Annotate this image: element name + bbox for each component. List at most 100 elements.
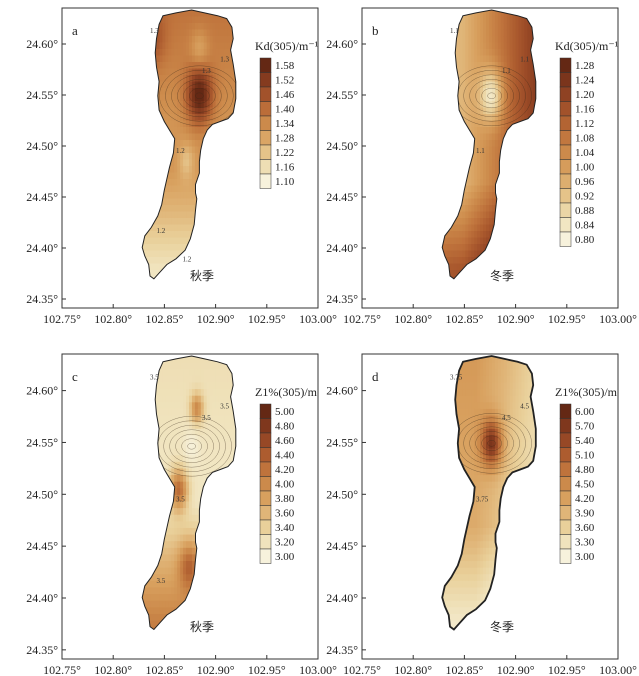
- contour-label: 3.5: [220, 402, 229, 410]
- panel-label: a: [72, 23, 78, 38]
- colorbar-tick-label: 3.20: [275, 537, 295, 549]
- colorbar-tick-label: 1.28: [275, 133, 295, 145]
- colorbar-step: [559, 548, 572, 564]
- y-tick-label: 24.60°: [26, 384, 58, 398]
- colorbar-tick-label: 3.60: [275, 508, 295, 520]
- colorbar-step: [259, 130, 272, 146]
- x-tick-label: 102.90°: [497, 663, 535, 676]
- y-tick-label: 24.55°: [326, 88, 358, 102]
- y-tick-label: 24.40°: [326, 241, 358, 255]
- colorbar-tick-label: 3.30: [575, 537, 595, 549]
- x-tick-label: 103.00°: [299, 663, 337, 676]
- y-tick-label: 24.50°: [326, 487, 358, 501]
- colorbar-tick-label: 1.52: [275, 75, 294, 87]
- colorbar-tick-label: 4.00: [275, 479, 295, 491]
- x-tick-label: 102.75°: [43, 663, 81, 676]
- colorbar-step: [559, 159, 572, 175]
- colorbar-step: [259, 72, 272, 88]
- colorbar-tick-label: 3.00: [575, 551, 595, 563]
- colorbar-step: [259, 519, 272, 535]
- colorbar-tick-label: 0.92: [575, 191, 594, 203]
- panel-label: d: [372, 369, 379, 384]
- season-label: 冬季: [490, 268, 514, 283]
- x-tick-label: 102.80°: [94, 312, 132, 326]
- y-tick-label: 24.50°: [26, 139, 58, 153]
- colorbar-tick-label: 0.88: [575, 205, 595, 217]
- contour-label: 1.2: [176, 147, 185, 155]
- y-tick-label: 24.45°: [26, 190, 58, 204]
- panel-c-axes: 102.75° 102.80° 102.85° 102.90° 102.95° 103.0…: [26, 384, 337, 676]
- contour-label: 3.5: [202, 414, 211, 422]
- colorbar-tick-label: 1.46: [275, 89, 295, 101]
- colorbar-tick-label: 3.40: [275, 522, 295, 534]
- contour-label: 3.75: [476, 496, 489, 504]
- colorbar-tick-label: 1.16: [575, 104, 595, 116]
- colorbar-tick-label: 4.20: [275, 464, 295, 476]
- y-tick-label: 24.55°: [326, 435, 358, 449]
- contour-label: 1.1: [476, 147, 485, 155]
- colorbar-tick-label: 1.34: [275, 118, 295, 130]
- colorbar-step: [259, 403, 272, 419]
- x-tick-label: 103.00°: [299, 312, 337, 326]
- colorbar-tick-label: 1.04: [575, 147, 595, 159]
- x-tick-label: 102.95°: [548, 663, 586, 676]
- colorbar: 6.00 5.70 5.40 5.10 4.80 4.50 4.20 3.90 3.60 3.30…: [559, 403, 595, 564]
- panel-b: 102.75° 102.80° 102.85° 102.90° 102.95° 103.0…: [326, 7, 637, 326]
- contour-label: 1.3: [202, 67, 211, 75]
- x-tick-label: 102.75°: [343, 663, 381, 676]
- panel-label: c: [72, 369, 78, 384]
- colorbar-step: [259, 86, 272, 102]
- colorbar-step: [559, 476, 572, 492]
- x-tick-label: 102.95°: [248, 312, 286, 326]
- colorbar-tick-label: 3.60: [575, 522, 595, 534]
- x-tick-label: 102.95°: [548, 312, 586, 326]
- y-tick-label: 24.55°: [26, 435, 58, 449]
- colorbar-step: [559, 144, 572, 160]
- colorbar-tick-label: 3.90: [575, 508, 595, 520]
- colorbar-step: [259, 490, 272, 506]
- colorbar-step: [559, 447, 572, 463]
- y-tick-label: 24.35°: [26, 643, 58, 657]
- colorbar-step: [259, 418, 272, 434]
- contour-label: 4.5: [520, 402, 529, 410]
- panel-d: 102.75° 102.80° 102.85° 102.90° 102.95° 103.0…: [326, 353, 637, 676]
- colorbar-tick-label: 1.10: [275, 176, 295, 188]
- colorbar-tick-label: 5.40: [575, 435, 595, 447]
- contour-label: 3.75: [450, 373, 463, 381]
- colorbar-tick-label: 6.00: [575, 406, 595, 418]
- colorbar-tick-label: 0.96: [575, 176, 595, 188]
- colorbar-step: [259, 57, 272, 73]
- y-tick-label: 24.35°: [26, 292, 58, 306]
- panel-a: 102.75° 102.80° 102.85° 102.90° 102.95° 103.0…: [26, 7, 337, 326]
- colorbar-step: [559, 101, 572, 117]
- panel-a-axes: 102.75° 102.80° 102.85° 102.90° 102.95° 103.0…: [26, 37, 337, 326]
- colorbar-step: [259, 447, 272, 463]
- lake-outline: [441, 355, 537, 631]
- colorbar-tick-label: 1.00: [575, 162, 595, 174]
- colorbar-step: [559, 432, 572, 448]
- x-tick-label: 102.90°: [197, 312, 235, 326]
- colorbar-step: [259, 505, 272, 521]
- colorbar-step: [259, 476, 272, 492]
- y-tick-label: 24.60°: [326, 384, 358, 398]
- lake-outline: [141, 9, 237, 280]
- colorbar-tick-label: 1.58: [275, 60, 295, 72]
- contour-label: 1.3: [150, 27, 159, 35]
- colorbar-tick-label: 4.40: [275, 450, 295, 462]
- colorbar-step: [259, 115, 272, 131]
- season-label: 冬季: [490, 619, 514, 634]
- colorbar-step: [559, 188, 572, 204]
- colorbar-step: [559, 534, 572, 550]
- colorbar-step: [559, 505, 572, 521]
- y-tick-label: 24.50°: [26, 487, 58, 501]
- contour-label: 3.5: [150, 373, 159, 381]
- colorbar-step: [559, 403, 572, 419]
- x-tick-label: 102.95°: [248, 663, 286, 676]
- panel-b-axes: 102.75° 102.80° 102.85° 102.90° 102.95° 103.0…: [326, 37, 637, 326]
- x-tick-label: 102.80°: [394, 312, 432, 326]
- x-tick-label: 102.80°: [94, 663, 132, 676]
- colorbar-tick-label: 4.50: [575, 479, 595, 491]
- colorbar-step: [259, 461, 272, 477]
- colorbar-step: [559, 202, 572, 218]
- contour-label: 3.5: [176, 496, 185, 504]
